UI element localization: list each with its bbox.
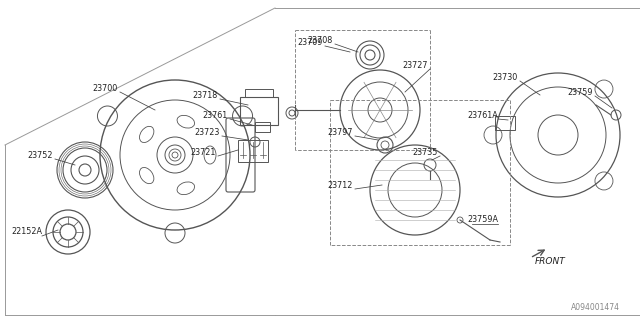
Text: 23797: 23797 <box>327 127 353 137</box>
Text: 22152A: 22152A <box>12 228 42 236</box>
Text: 23709: 23709 <box>298 37 323 46</box>
Text: 23730: 23730 <box>492 73 518 82</box>
Text: 23727: 23727 <box>403 60 428 69</box>
Text: FRONT: FRONT <box>535 258 566 267</box>
Text: 23761: 23761 <box>202 110 228 119</box>
Bar <box>255 122 270 132</box>
Text: 23718: 23718 <box>193 91 218 100</box>
Text: 23708: 23708 <box>307 36 333 44</box>
Text: 23735: 23735 <box>412 148 438 156</box>
Text: 23712: 23712 <box>327 180 353 189</box>
Text: 23721: 23721 <box>190 148 216 156</box>
Bar <box>245 89 273 97</box>
Text: 23723: 23723 <box>195 127 220 137</box>
Bar <box>495 116 515 130</box>
Text: 23752: 23752 <box>28 150 52 159</box>
Bar <box>238 140 268 162</box>
Text: 23761A: 23761A <box>468 110 499 119</box>
Bar <box>240 97 278 125</box>
Text: 23759: 23759 <box>567 87 593 97</box>
Text: 23759A: 23759A <box>467 215 499 225</box>
Text: 23700: 23700 <box>92 84 118 92</box>
Text: A094001474: A094001474 <box>571 303 620 313</box>
